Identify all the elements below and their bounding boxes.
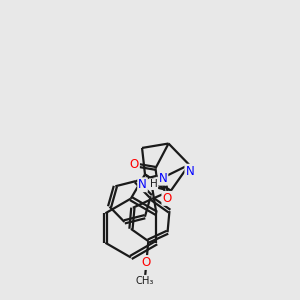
Text: O: O xyxy=(142,256,151,269)
Text: H: H xyxy=(149,179,157,189)
Text: CH₃: CH₃ xyxy=(136,276,154,286)
Text: N: N xyxy=(159,172,167,185)
Text: N: N xyxy=(138,178,147,191)
Text: O: O xyxy=(130,158,139,171)
Text: N: N xyxy=(185,165,194,178)
Text: O: O xyxy=(162,192,172,205)
